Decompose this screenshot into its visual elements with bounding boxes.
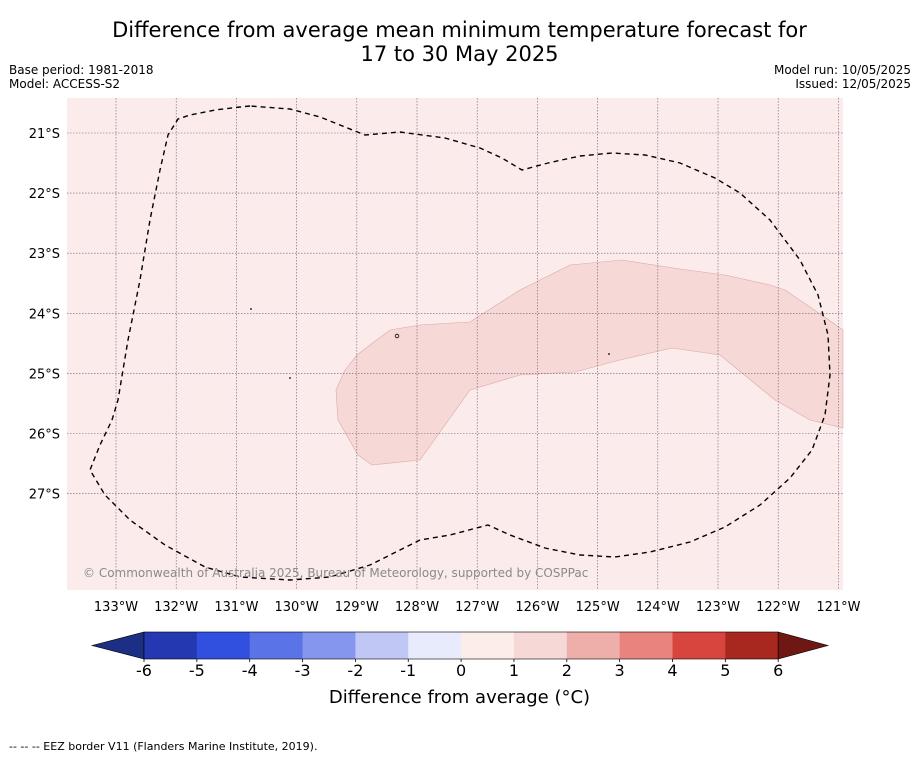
latitude-tick-label: 26°S	[29, 428, 60, 443]
base-period-text: Base period: 1981-2018	[9, 63, 154, 77]
islet-marker	[250, 308, 252, 310]
longitude-tick-label: 131°W	[214, 600, 258, 615]
colorbar-tick-label: -3	[295, 661, 311, 680]
longitude-tick-label: 124°W	[636, 600, 680, 615]
longitude-tick-label: 125°W	[576, 600, 620, 615]
map-frame: © Commonwealth of Australia 2025, Bureau…	[67, 98, 844, 590]
longitude-tick-label: 130°W	[275, 600, 319, 615]
eez-footnote: -- -- -- EEZ border V11 (Flanders Marine…	[9, 740, 318, 753]
longitude-tick-label: 121°W	[816, 600, 860, 615]
colorbar-segment	[566, 632, 621, 659]
colorbar-tick-label: 5	[720, 661, 730, 680]
chart-title: Difference from average mean minimum tem…	[0, 18, 919, 66]
colorbar-tick-label: 4	[667, 661, 677, 680]
colorbar-tick-label: 1	[509, 661, 519, 680]
meta-left: Base period: 1981-2018 Model: ACCESS-S2	[9, 63, 154, 91]
colorbar-extend-low	[90, 631, 145, 660]
colorbar-tick-label: -1	[400, 661, 416, 680]
copyright-text: © Commonwealth of Australia 2025, Bureau…	[83, 566, 588, 580]
colorbar-segment	[355, 632, 409, 659]
colorbar-tick-label: 6	[773, 661, 783, 680]
longitude-tick-label: 132°W	[154, 600, 198, 615]
colorbar-tick-label: -6	[136, 661, 152, 680]
colorbar-segment	[196, 632, 251, 659]
islet-marker	[289, 377, 291, 379]
model-run-text: Model run: 10/05/2025	[773, 63, 911, 77]
colorbar	[90, 631, 830, 660]
colorbar-tick-label: 2	[562, 661, 572, 680]
longitude-tick-label: 133°W	[94, 600, 138, 615]
anomaly-region-1-to-2	[335, 259, 844, 466]
islet-marker	[608, 353, 610, 355]
colorbar-tick-label: -5	[189, 661, 205, 680]
title-line-2: 17 to 30 May 2025	[360, 42, 559, 66]
islet-marker	[394, 333, 400, 339]
longitude-labels: 133°W 132°W 131°W 130°W 129°W 128°W 127°W 126°W…	[94, 600, 861, 615]
latitude-tick-label: 27°S	[29, 488, 60, 503]
latitude-tick-label: 23°S	[29, 247, 60, 262]
latitude-tick-label: 25°S	[29, 367, 60, 382]
latitude-tick-label: 24°S	[29, 307, 60, 322]
colorbar-segment	[725, 632, 779, 659]
latitude-tick-label: 22°S	[29, 187, 60, 202]
map-graticule	[67, 98, 843, 590]
longitude-tick-label: 122°W	[756, 600, 800, 615]
islet-markers	[250, 308, 610, 379]
colorbar-tick-label: -4	[242, 661, 258, 680]
longitude-tick-label: 127°W	[455, 600, 499, 615]
colorbar-extend-high	[777, 631, 830, 660]
colorbar-segment	[249, 632, 304, 659]
longitude-tick-label: 126°W	[515, 600, 559, 615]
eez-border	[89, 105, 831, 581]
longitude-tick-label: 129°W	[335, 600, 379, 615]
model-text: Model: ACCESS-S2	[9, 77, 121, 91]
colorbar-segment	[672, 632, 726, 659]
title-line-1: Difference from average mean minimum tem…	[112, 18, 807, 42]
colorbar-tick-label: 3	[615, 661, 625, 680]
colorbar-segment	[619, 632, 673, 659]
issued-text: Issued: 12/05/2025	[795, 77, 911, 91]
latitude-labels: 21°S 22°S 23°S 24°S 25°S 26°S 27°S	[29, 127, 60, 503]
colorbar-segment	[461, 632, 515, 659]
colorbar-segment	[408, 632, 462, 659]
colorbar-label: Difference from average (°C)	[328, 687, 591, 708]
colorbar-segment	[302, 632, 356, 659]
latitude-tick-label: 21°S	[29, 127, 60, 142]
colorbar-segment	[144, 632, 198, 659]
colorbar-tick-label: 0	[456, 661, 466, 680]
longitude-tick-label: 123°W	[696, 600, 740, 615]
colorbar-segment	[513, 632, 568, 659]
longitude-tick-label: 128°W	[395, 600, 439, 615]
colorbar-tick-labels: -6 -5 -4 -3 -2 -1 0 1 2 3 4 5 6	[136, 659, 783, 680]
colorbar-tick-label: -2	[347, 661, 363, 680]
meta-right: Model run: 10/05/2025 Issued: 12/05/2025	[774, 63, 911, 91]
